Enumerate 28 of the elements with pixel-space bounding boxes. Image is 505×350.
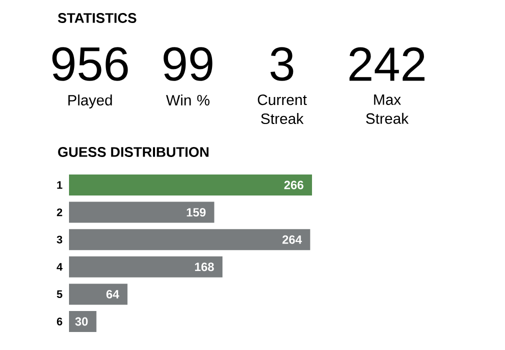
data-label: 168 (195, 262, 214, 272)
y-tick-label: 3 (56, 236, 62, 244)
bar (69, 202, 214, 223)
bar (69, 229, 310, 250)
text: 956 (52, 47, 128, 81)
text: Win % (166, 94, 210, 106)
text: Played (68, 94, 112, 108)
bar (69, 174, 312, 196)
y-tick-label: 1 (57, 181, 62, 189)
data-label: 266 (284, 180, 304, 190)
data-label: 264 (282, 235, 302, 244)
text: 3 (270, 47, 294, 81)
data-label: 30 (75, 317, 88, 326)
chart-title: GUESS DISTRIBUTION (58, 147, 208, 157)
y-tick-label: 5 (56, 290, 62, 298)
y-tick-label: 4 (56, 263, 63, 271)
text: Current Streak (258, 94, 307, 124)
bar (69, 284, 128, 305)
text: STATISTICS (58, 13, 136, 23)
text: 242 (350, 47, 424, 81)
y-tick-label: 6 (56, 318, 62, 326)
y-tick-label: 2 (56, 208, 62, 216)
text: Max Streak (366, 94, 409, 124)
data-label: 159 (186, 208, 206, 217)
bar (69, 256, 222, 278)
text: 99 (164, 47, 212, 81)
data-label: 64 (106, 290, 120, 298)
bar (69, 311, 96, 332)
